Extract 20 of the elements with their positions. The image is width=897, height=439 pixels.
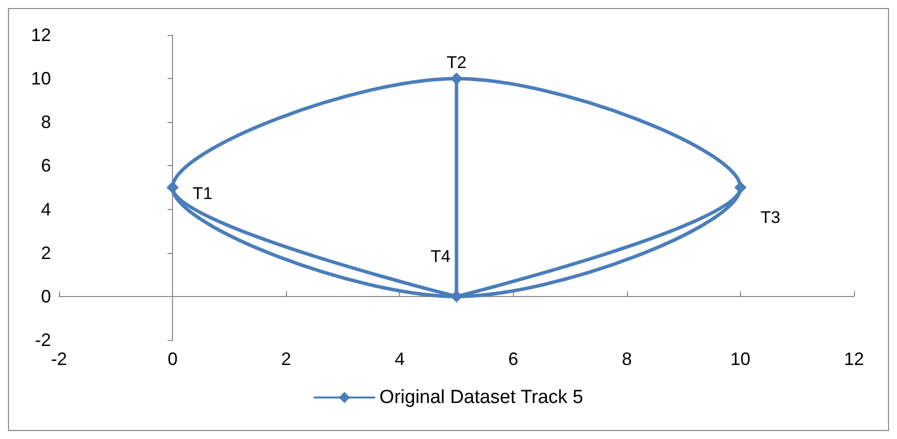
y-tick-label: 6: [40, 156, 51, 176]
y-tick-label: 8: [40, 112, 51, 132]
annotation: T4: [430, 246, 450, 266]
x-tick-label: 10: [730, 349, 750, 369]
y-tick-label: 12: [30, 25, 51, 45]
annotation: T2: [446, 53, 466, 72]
y-tick-label: 0: [40, 286, 51, 306]
y-tick-label: -2: [34, 330, 51, 350]
x-tick-label: 6: [508, 349, 518, 369]
y-tick-label: 2: [40, 242, 51, 263]
x-tick-label: 8: [622, 349, 632, 369]
y-tick-label: 4: [40, 199, 51, 220]
annotation: T1: [192, 184, 212, 203]
y-tick-label: 10: [30, 68, 51, 89]
x-tick-label: 2: [281, 349, 292, 369]
annotation: T3: [760, 208, 780, 227]
x-tick-label: 12: [844, 349, 864, 369]
x-tick-label: 0: [168, 349, 178, 369]
x-tick-label: 4: [394, 349, 405, 369]
legend-label: Original Dataset Track 5: [379, 387, 584, 408]
